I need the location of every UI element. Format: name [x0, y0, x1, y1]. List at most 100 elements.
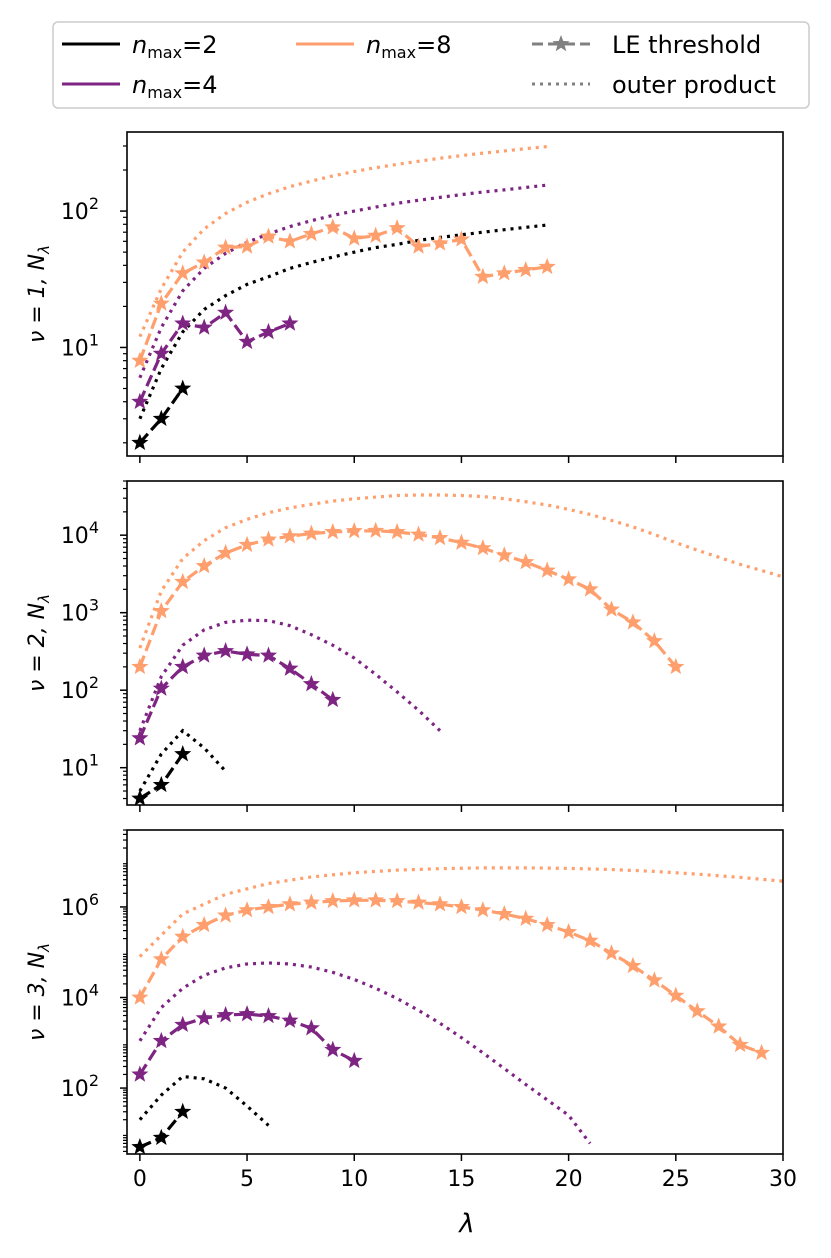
le-threshold-point	[624, 613, 642, 630]
le-threshold-point	[345, 1051, 363, 1069]
le-threshold-point	[410, 893, 428, 910]
le-threshold-point	[259, 530, 278, 547]
le-threshold-point	[174, 1015, 192, 1033]
panel-nu2: 101 102 103 104 ν = 2, Nλ	[25, 480, 784, 812]
x-tick-label: 0	[133, 1167, 147, 1192]
le-threshold-point	[259, 227, 278, 244]
x-tick-label: 30	[769, 1167, 797, 1192]
y-tick-label: 103	[61, 596, 99, 627]
le-threshold-point	[474, 901, 492, 918]
le-threshold-point	[152, 344, 170, 361]
le-threshold-point	[152, 602, 170, 619]
y-tick-label: 101	[61, 751, 99, 782]
le-threshold-point	[324, 1040, 342, 1058]
le-threshold-point	[281, 659, 299, 676]
legend-label-nmax8: nmax=8	[366, 31, 451, 62]
le-threshold-point	[152, 775, 170, 793]
le-threshold-point	[217, 238, 235, 255]
le-threshold-point	[174, 572, 192, 590]
x-tick-label: 25	[662, 1167, 690, 1192]
legend-frame	[52, 21, 810, 109]
le-threshold-point	[174, 927, 192, 944]
x-tick-label: 20	[555, 1167, 583, 1192]
le-threshold-point	[560, 922, 578, 940]
le-threshold-point	[152, 1031, 170, 1049]
le-threshold-point	[645, 971, 663, 988]
y-axis-label: ν = 3, Nλ	[25, 943, 53, 1041]
le-threshold-point	[281, 895, 299, 912]
y-tick-label: 102	[61, 1071, 99, 1102]
le-threshold-point	[602, 600, 621, 617]
le-threshold-point	[174, 1102, 192, 1120]
le-threshold-point	[452, 533, 470, 550]
le-threshold-point	[517, 909, 535, 926]
le-threshold-point	[152, 679, 170, 696]
le-threshold-point	[474, 539, 492, 556]
le-threshold-point	[431, 895, 449, 912]
le-threshold-point	[581, 580, 599, 597]
le-threshold-point	[238, 1005, 256, 1022]
le-threshold-point	[345, 229, 363, 246]
legend-label-outer-product: outer product	[612, 71, 776, 99]
le-threshold-point	[624, 956, 642, 974]
le-threshold-point	[259, 1007, 278, 1024]
legend-star-marker	[552, 35, 570, 52]
le-threshold-point	[452, 897, 470, 915]
le-threshold-point	[195, 915, 213, 933]
axes-frame	[126, 480, 784, 806]
le-threshold-point	[538, 561, 556, 578]
le-threshold-point	[281, 232, 299, 249]
le-threshold-point	[238, 535, 256, 553]
le-threshold-point	[259, 646, 278, 663]
le-threshold-point	[753, 1043, 771, 1061]
outer-product-line-nmax=4	[138, 183, 548, 379]
le-threshold-point	[517, 553, 535, 570]
le-threshold-point	[217, 543, 235, 561]
legend-label-nmax2: nmax=2	[132, 31, 217, 62]
le-threshold-point	[345, 891, 363, 908]
axes-frame	[126, 131, 784, 457]
y-axis-label: ν = 2, Nλ	[25, 594, 53, 692]
le-threshold-point	[174, 314, 192, 331]
le-threshold-point	[302, 1019, 320, 1036]
le-threshold-point	[152, 409, 170, 427]
le-threshold-point	[238, 332, 256, 350]
le-threshold-point	[131, 1065, 149, 1082]
y-tick-label: 104	[61, 981, 99, 1012]
le-threshold-point	[431, 528, 449, 546]
le-threshold-point	[152, 950, 170, 967]
le-threshold-point	[174, 379, 192, 396]
le-threshold-point	[281, 314, 299, 331]
le-threshold-point	[174, 657, 192, 675]
outer-product-line-nmax=8	[138, 493, 783, 649]
le-threshold-point	[324, 892, 342, 909]
le-threshold-point	[217, 906, 235, 923]
le-threshold-point	[388, 522, 406, 540]
y-tick-label: 104	[61, 518, 99, 549]
le-threshold-point	[238, 237, 256, 254]
le-threshold-point	[667, 986, 685, 1003]
outer-product-line-nmax=8	[138, 145, 548, 338]
le-threshold-point	[302, 224, 320, 242]
le-threshold-point	[710, 1017, 728, 1034]
le-threshold-point	[495, 264, 513, 281]
le-threshold-point	[217, 303, 235, 320]
le-threshold-point	[560, 570, 578, 587]
outer-product-line-nmax=2	[138, 223, 548, 420]
le-threshold-point	[388, 892, 406, 909]
le-threshold-point	[538, 257, 556, 275]
le-threshold-point	[131, 789, 149, 806]
le-threshold-point	[688, 1002, 706, 1019]
axes-frame	[126, 829, 784, 1155]
outer-product-line-nmax=2	[138, 1074, 270, 1127]
le-threshold-point	[152, 1128, 170, 1146]
legend-label-le-threshold: LE threshold	[612, 31, 761, 59]
le-threshold-point	[431, 234, 449, 251]
le-threshold-point	[581, 931, 599, 948]
le-threshold-point	[131, 729, 149, 746]
le-threshold-point	[410, 525, 428, 542]
le-threshold-point	[238, 901, 256, 918]
le-threshold-point	[474, 267, 492, 285]
outer-product-line-nmax=4	[138, 961, 592, 1145]
